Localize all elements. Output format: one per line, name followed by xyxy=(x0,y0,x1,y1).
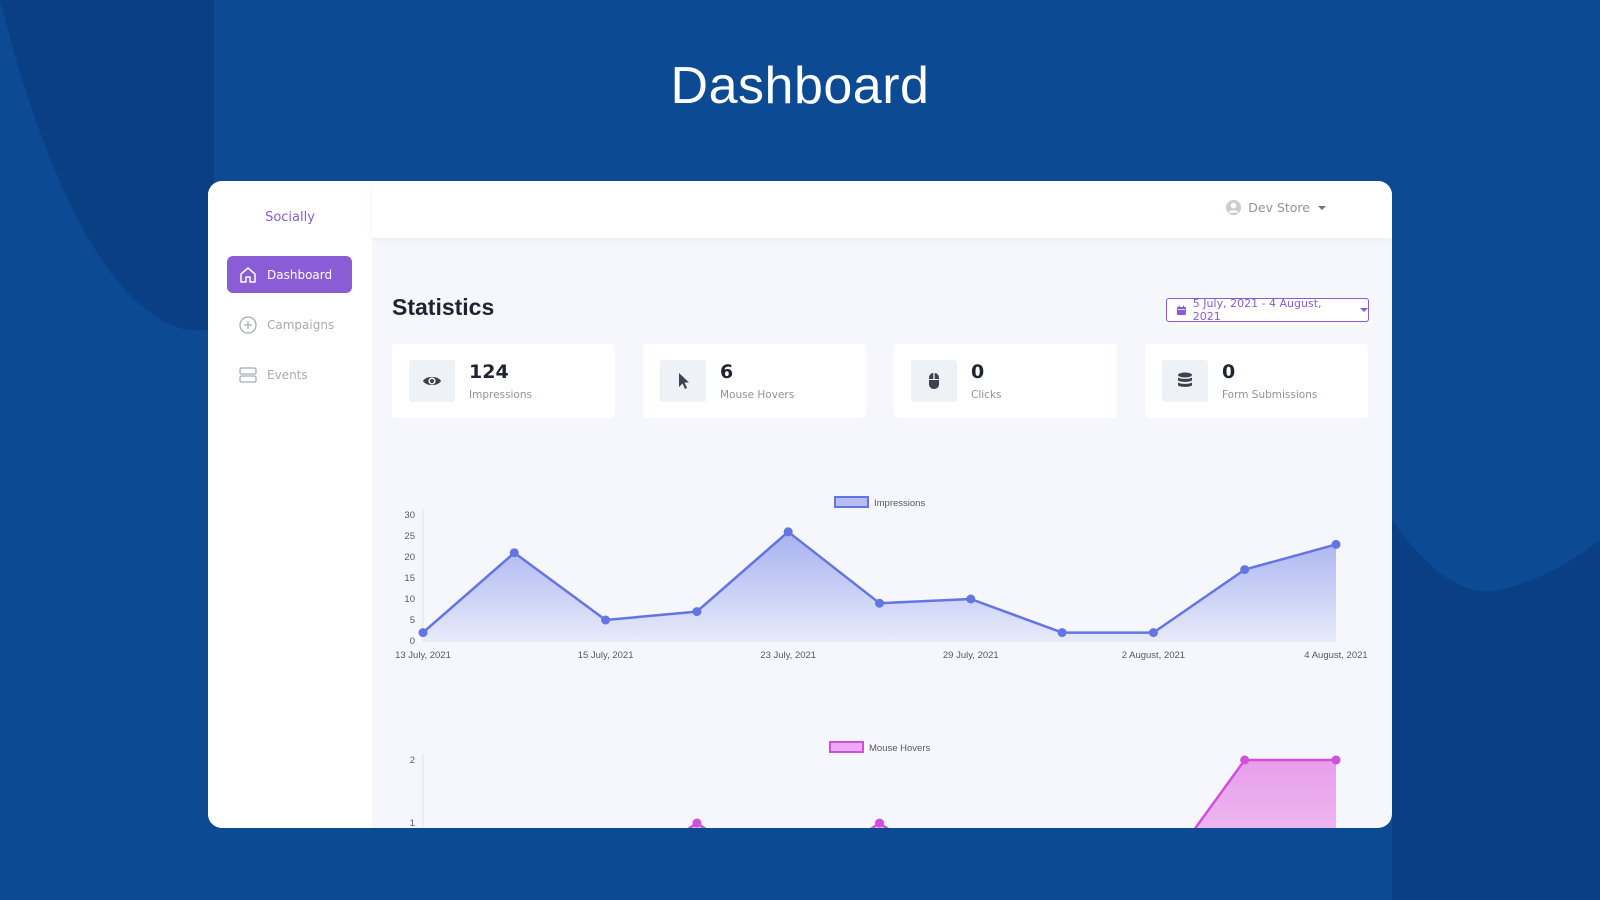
impressions-point xyxy=(1240,565,1250,575)
date-range-label: 5 July, 2021 - 4 August, 2021 xyxy=(1192,297,1322,323)
stat-card-impressions: 124 Impressions xyxy=(392,344,615,418)
impressions-point xyxy=(692,607,702,617)
sidebar-item-events[interactable]: Events xyxy=(227,356,352,393)
stat-icon-box xyxy=(1162,360,1208,402)
stat-value: 0 xyxy=(1222,361,1236,383)
impressions-point xyxy=(1057,628,1067,638)
legend-swatch-mouse-hovers xyxy=(829,741,864,753)
mouse-hovers-line xyxy=(687,758,1336,828)
x-tick-label: 13 July, 2021 xyxy=(395,650,451,661)
cursor-icon xyxy=(679,373,689,389)
app-window: Socially Dashboard Campaigns Events xyxy=(208,181,1392,828)
y-tick-label: 2 xyxy=(410,755,415,766)
date-range-picker[interactable]: 5 July, 2021 - 4 August, 2021 xyxy=(1166,297,1369,323)
store-name: Dev Store xyxy=(1248,200,1310,215)
y-tick-label: 0 xyxy=(410,636,415,647)
user-avatar-icon xyxy=(1226,199,1242,216)
mouse-hovers-point xyxy=(1331,755,1341,765)
y-tick-label: 5 xyxy=(410,615,415,626)
mouse-hovers-point xyxy=(875,818,884,828)
stat-card-mouse-hovers: 6 Mouse Hovers xyxy=(643,344,866,418)
legend-swatch-impressions xyxy=(834,496,869,508)
sidebar-item-label: Campaigns xyxy=(267,317,335,332)
impressions-point xyxy=(1331,539,1341,549)
mouse-icon xyxy=(929,373,939,389)
stat-value: 6 xyxy=(720,361,734,383)
stat-card-clicks: 0 Clicks xyxy=(894,344,1117,418)
stat-icon-box xyxy=(409,360,455,402)
impressions-area xyxy=(423,531,1336,641)
legend-label-mouse-hovers: Mouse Hovers xyxy=(869,743,930,754)
section-title: Statistics xyxy=(392,294,495,320)
sidebar: Socially Dashboard Campaigns Events xyxy=(208,181,372,828)
database-icon xyxy=(1178,372,1192,387)
sidebar-item-label: Events xyxy=(267,367,308,382)
x-tick-label: 15 July, 2021 xyxy=(578,650,634,661)
y-tick-label: 20 xyxy=(404,552,415,563)
stat-icon-box xyxy=(911,360,957,402)
y-tick-label: 30 xyxy=(404,510,415,521)
impressions-point xyxy=(1148,628,1158,638)
stat-label: Impressions xyxy=(469,389,532,401)
home-icon xyxy=(240,266,256,283)
impressions-point xyxy=(966,594,976,604)
x-tick-label: 4 August, 2021 xyxy=(1304,650,1367,661)
topbar: Dev Store xyxy=(372,181,1392,238)
brand-logo[interactable]: Socially xyxy=(265,210,315,225)
charts-area: Impressions 0 5 10 15 20 25 30 13 July, 2021 15 J… xyxy=(395,496,1368,828)
sidebar-item-label: Dashboard xyxy=(267,267,333,282)
store-menu[interactable]: Dev Store xyxy=(1225,199,1326,216)
stat-icon-box xyxy=(660,360,706,402)
calendar-icon xyxy=(1176,305,1186,315)
plus-circle-icon xyxy=(239,315,257,334)
mouse-hovers-area xyxy=(689,760,1336,828)
stat-card-form-submissions: 0 Form Submissions xyxy=(1145,344,1368,418)
stat-label: Mouse Hovers xyxy=(720,389,795,401)
impressions-point xyxy=(783,527,793,537)
stat-value: 124 xyxy=(469,361,509,383)
impressions-point xyxy=(875,598,884,608)
mouse-hovers-point xyxy=(692,818,702,828)
stat-label: Form Submissions xyxy=(1222,389,1318,401)
eye-icon xyxy=(423,376,441,386)
stat-value: 0 xyxy=(971,361,985,383)
sidebar-item-campaigns[interactable]: Campaigns xyxy=(227,306,352,343)
y-tick-label: 25 xyxy=(404,531,415,542)
mouse-hovers-point xyxy=(1240,755,1250,765)
y-tick-label: 1 xyxy=(410,818,415,828)
x-tick-label: 23 July, 2021 xyxy=(760,650,816,661)
impressions-point xyxy=(601,615,611,625)
sidebar-item-dashboard[interactable]: Dashboard xyxy=(227,256,352,293)
stat-label: Clicks xyxy=(971,389,1002,401)
server-icon xyxy=(239,366,257,383)
impressions-point xyxy=(418,628,428,638)
y-tick-label: 15 xyxy=(404,573,415,584)
y-tick-label: 10 xyxy=(404,594,415,605)
page-title: Dashboard xyxy=(670,57,930,115)
legend-label-impressions: Impressions xyxy=(874,498,925,509)
x-tick-label: 2 August, 2021 xyxy=(1122,650,1185,661)
x-tick-label: 29 July, 2021 xyxy=(943,650,999,661)
chevron-down-icon xyxy=(1318,205,1326,210)
chevron-down-icon xyxy=(1360,308,1368,312)
impressions-point xyxy=(509,548,519,558)
